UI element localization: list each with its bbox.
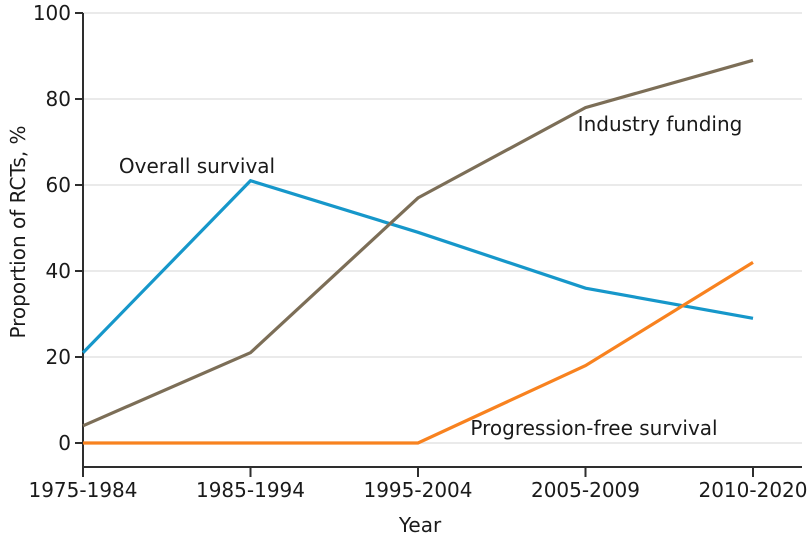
y-tick-label-100: 100 [33, 1, 71, 25]
y-axis-title: Proportion of RCTs, % [6, 125, 30, 339]
x-tick-label-3: 2005-2009 [531, 478, 640, 502]
x-tick-label-2: 1995-2004 [363, 478, 472, 502]
series-line-overall-survival [81, 178, 754, 354]
x-tick-label-0: 1975-1984 [28, 478, 137, 502]
y-tick-label-60: 60 [46, 173, 71, 197]
y-tick-label-20: 20 [46, 345, 71, 369]
y-tick-label-40: 40 [46, 259, 71, 283]
x-axis-title: Year [398, 513, 442, 537]
series-label-overall-survival: Overall survival [118, 154, 276, 178]
series-label-progression-free-survival: Progression-free survival [470, 416, 718, 440]
y-tick-label-80: 80 [46, 87, 71, 111]
y-tick-label-0: 0 [58, 431, 71, 455]
series-line-industry-funding [82, 58, 754, 428]
x-tick-label-1: 1985-1994 [196, 478, 305, 502]
series-label-industry-funding: Industry funding [577, 112, 743, 136]
x-tick-label-4: 2010-2020 [698, 478, 807, 502]
series-line-progression-free-survival [83, 261, 754, 445]
